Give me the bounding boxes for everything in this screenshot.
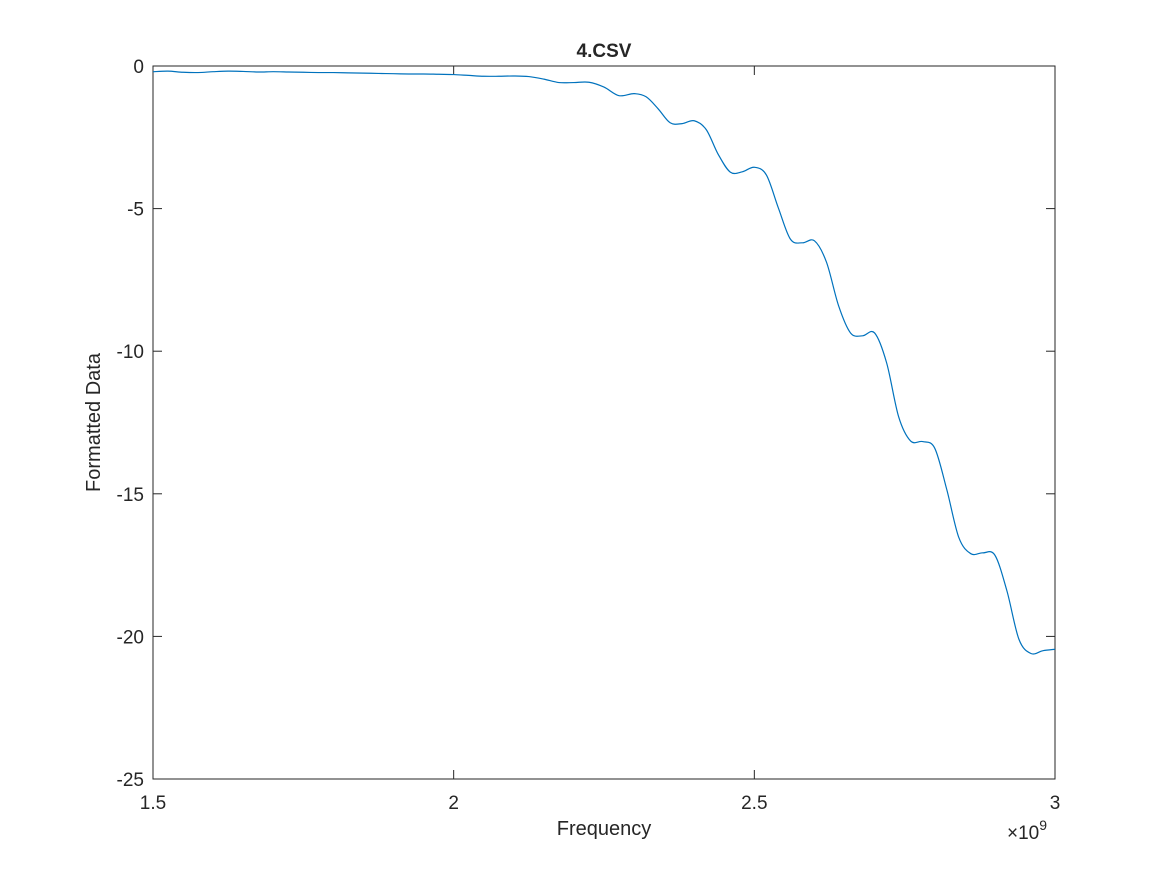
- x-tick-label: 3: [1050, 793, 1061, 814]
- y-tick-label: -15: [117, 485, 144, 506]
- series-line: [152, 70, 1056, 655]
- axis-tick-labels: 1.5 2 2.5 3 0 -5 -10 -15 -20 -25: [117, 57, 1061, 814]
- x-exponent-label: ×109: [1007, 817, 1047, 844]
- x-tick-label: 2.5: [741, 793, 767, 814]
- y-tick-label: 0: [133, 57, 144, 78]
- y-axis-label: Formatted Data: [83, 352, 105, 492]
- chart-title: 4.CSV: [577, 41, 632, 62]
- plot-area: [152, 65, 1056, 780]
- x-tick-label: 1.5: [140, 793, 166, 814]
- y-tick-label: -20: [117, 627, 144, 648]
- x-tick-label: 2: [448, 793, 459, 814]
- x-axis-label: Frequency: [557, 818, 652, 840]
- y-tick-label: -5: [127, 200, 144, 221]
- x-exponent-power: 9: [1039, 817, 1047, 833]
- y-tick-label: -10: [117, 342, 144, 363]
- y-tick-label: -25: [117, 770, 144, 791]
- axis-ticks: [152, 65, 1056, 780]
